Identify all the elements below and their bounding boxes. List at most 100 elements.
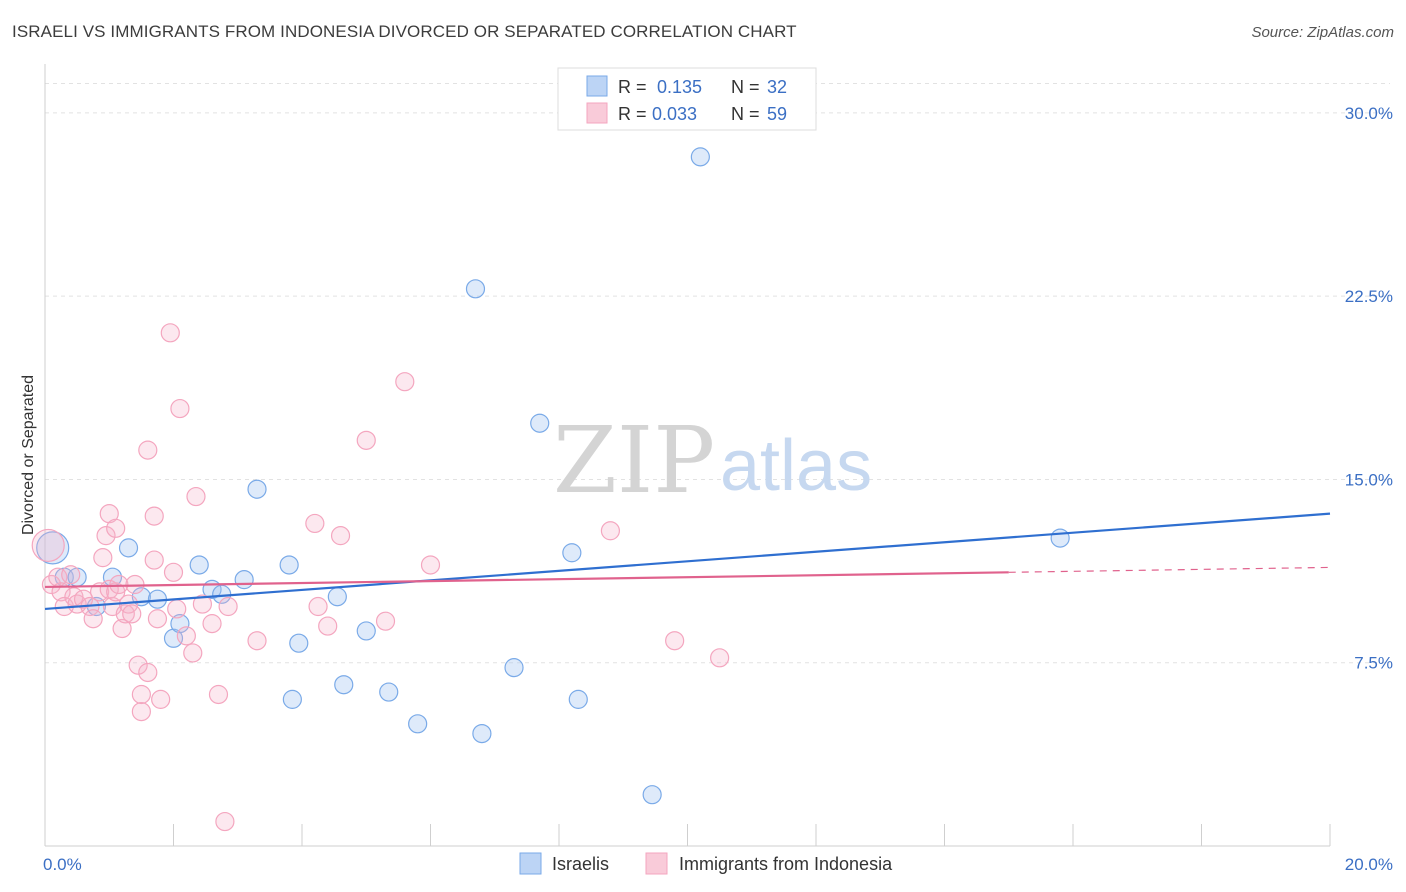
point-1-8 — [73, 589, 94, 609]
point-0-16 — [282, 689, 302, 709]
chart-title: ISRAELI VS IMMIGRANTS FROM INDONESIA DIV… — [12, 22, 797, 41]
point-1-40 — [186, 486, 206, 507]
point-1-38 — [176, 626, 196, 646]
legend-r-value-0: 0.135 — [657, 77, 702, 97]
point-0-24 — [472, 723, 492, 744]
point-1-0 — [31, 528, 65, 563]
bottom-legend-swatch-israelis — [519, 852, 542, 875]
point-1-20 — [112, 618, 132, 639]
point-1-37 — [170, 398, 190, 419]
source-label: Source: ZipAtlas.com — [1251, 24, 1394, 41]
point-0-30 — [690, 147, 710, 167]
point-1-27 — [131, 684, 151, 705]
point-0-5 — [118, 538, 139, 558]
point-1-46 — [247, 631, 267, 651]
point-1-52 — [375, 611, 396, 631]
legend-top: R = 0.135 N = 32 R = 0.033 N = 59 — [557, 67, 817, 131]
point-1-35 — [163, 562, 184, 582]
point-1-45 — [218, 596, 238, 617]
bottom-legend-label-israelis: Israelis — [552, 854, 609, 874]
legend-r-label-1: R = — [618, 104, 647, 124]
point-1-51 — [356, 430, 376, 450]
point-1-30 — [144, 550, 164, 570]
point-0-10 — [189, 555, 209, 575]
point-1-56 — [665, 631, 685, 651]
point-0-29 — [642, 785, 662, 805]
legend-n-label-1: N = — [731, 104, 760, 124]
point-1-50 — [330, 526, 351, 546]
point-1-1 — [41, 574, 62, 595]
point-1-25 — [128, 655, 148, 675]
legend-swatch-indonesia — [586, 102, 608, 124]
point-1-49 — [318, 616, 338, 636]
point-1-10 — [83, 609, 103, 629]
trend-lines — [44, 512, 1331, 611]
point-0-31 — [1050, 528, 1070, 548]
point-0-15 — [279, 555, 299, 575]
legend-n-value-1: 59 — [767, 104, 787, 124]
point-1-43 — [208, 684, 229, 705]
legend-r-label-0: R = — [618, 77, 647, 97]
point-1-28 — [138, 662, 158, 683]
y-tick-label-1: 15.0% — [1345, 470, 1393, 489]
point-1-12 — [93, 548, 113, 568]
point-1-19 — [109, 574, 129, 595]
point-1-36 — [167, 599, 187, 619]
point-0-21 — [379, 682, 399, 702]
point-1-5 — [61, 565, 81, 585]
x-tick-label-1: 20.0% — [1345, 855, 1393, 874]
point-1-57 — [710, 648, 730, 668]
y-tick-label-0: 7.5% — [1354, 654, 1393, 673]
point-1-48 — [308, 596, 328, 617]
point-0-13 — [234, 570, 254, 590]
point-1-39 — [183, 643, 203, 663]
y-tick-labels: 7.5% 15.0% 22.5% 30.0% — [1345, 104, 1393, 673]
point-1-41 — [192, 594, 213, 614]
point-1-54 — [420, 555, 441, 575]
point-1-33 — [151, 689, 171, 709]
bottom-legend-label-indonesia: Immigrants from Indonesia — [679, 854, 893, 874]
legend-n-label-0: N = — [731, 77, 760, 97]
watermark-zip: ZIP — [553, 407, 715, 514]
point-1-31 — [144, 506, 164, 526]
point-1-47 — [305, 513, 325, 534]
legend-r-value-1: 0.033 — [652, 104, 697, 124]
legend-n-value-0: 32 — [767, 77, 787, 97]
point-0-22 — [408, 714, 428, 734]
trend-line-1 — [44, 571, 1009, 589]
watermark-atlas: atlas — [720, 426, 872, 506]
legend-swatch-israelis — [586, 75, 608, 97]
point-1-55 — [600, 521, 621, 541]
series-indonesia-points — [31, 323, 730, 832]
point-0-14 — [247, 479, 267, 499]
y-tick-label-2: 22.5% — [1345, 287, 1393, 306]
x-tick-labels: 0.0% 20.0% — [43, 855, 1393, 874]
point-0-28 — [568, 689, 588, 709]
point-0-20 — [356, 621, 376, 641]
point-1-53 — [395, 372, 415, 392]
point-1-42 — [202, 614, 222, 634]
point-0-26 — [530, 413, 550, 433]
y-tick-label-3: 30.0% — [1345, 104, 1393, 123]
legend-bottom: Israelis Immigrants from Indonesia — [519, 852, 893, 875]
axes — [44, 64, 1331, 847]
point-0-18 — [327, 587, 347, 607]
trend-line-dashed-1 — [1008, 566, 1331, 573]
point-1-34 — [160, 323, 180, 343]
point-1-32 — [147, 609, 168, 629]
point-1-18 — [106, 518, 126, 538]
point-0-23 — [465, 279, 486, 299]
point-0-27 — [562, 543, 582, 563]
y-axis-label: Divorced or Separated — [20, 375, 37, 535]
point-1-29 — [138, 440, 158, 460]
point-1-26 — [131, 701, 151, 722]
point-1-13 — [96, 526, 116, 546]
bottom-legend-swatch-indonesia — [645, 852, 668, 875]
point-0-9 — [170, 614, 190, 634]
point-0-19 — [334, 675, 354, 695]
point-1-44 — [215, 811, 235, 832]
x-tick-label-0: 0.0% — [43, 855, 82, 874]
point-0-25 — [504, 658, 524, 678]
point-0-17 — [289, 633, 309, 653]
